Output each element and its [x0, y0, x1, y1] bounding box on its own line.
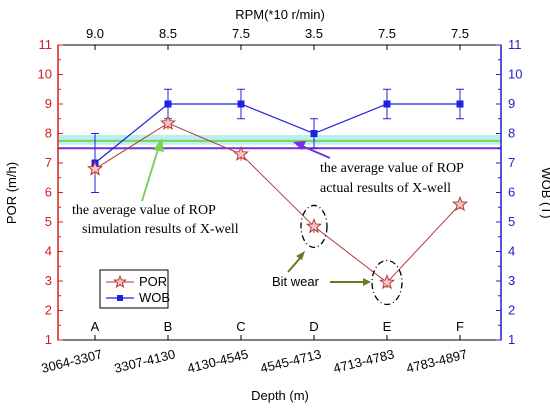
right-tick-label: 3: [508, 273, 515, 288]
wob-point: [456, 100, 464, 108]
top-tick-label: 7.5: [378, 26, 396, 41]
simulation-annotation-line2: simulation results of X-well: [82, 222, 239, 237]
legend-por-marker: [113, 274, 127, 289]
category-letter: E: [383, 319, 392, 334]
x-axis-title: Depth (m): [251, 388, 309, 403]
bottom-tick-label: 4545-4713: [259, 346, 323, 376]
top-tick-label: 7.5: [451, 26, 469, 41]
legend-box: [99, 269, 169, 309]
right-tick-label: 11: [508, 37, 522, 52]
top-tick-label: 7.5: [232, 26, 250, 41]
por-point: [232, 145, 250, 161]
left-tick-label: 4: [45, 244, 52, 259]
bottom-tick-label: 4130-4545: [186, 346, 250, 376]
right-tick-label: 2: [508, 303, 515, 318]
left-tick-label: 6: [45, 185, 52, 200]
actual-annotation-line2: actual results of X-well: [320, 181, 451, 196]
actual-annotation-line1: the average value of ROP: [320, 161, 464, 176]
top-tick-label: 8.5: [159, 26, 177, 41]
left-tick-label: 3: [45, 273, 52, 288]
bit-wear-ellipse-e: [371, 259, 403, 306]
bit-wear-arrow-shaft: [287, 256, 302, 273]
legend-wob-label: WOB: [139, 290, 170, 305]
left-axis-title: POR (m/h): [4, 162, 19, 224]
por-point: [86, 160, 104, 176]
left-tick-label: 5: [45, 214, 52, 229]
wob-point: [237, 100, 245, 108]
actual-arrow-shaft: [301, 145, 331, 159]
actual-arrow-head: [293, 141, 306, 150]
category-letter: D: [309, 319, 318, 334]
annotation-layer: the average value of ROP simulation resul…: [72, 138, 464, 306]
por-point: [159, 114, 177, 130]
left-tick-label: 10: [38, 67, 52, 82]
top-tick-label: 3.5: [305, 26, 323, 41]
left-tick-label: 11: [39, 37, 53, 52]
right-tick-label: 7: [508, 155, 515, 170]
bottom-tick-label: 3307-4130: [113, 346, 177, 376]
legend-wob-marker: [117, 295, 123, 301]
bottom-tick-label: 4783-4897: [405, 346, 469, 376]
right-tick-label: 1: [508, 332, 515, 347]
bottom-tick-label: 4713-4783: [332, 346, 396, 376]
top-tick-label: 9.0: [86, 26, 104, 41]
simulation-arrow-head: [153, 138, 164, 152]
wob-point: [164, 100, 172, 108]
bit-wear-label: Bit wear: [272, 274, 320, 289]
por-point: [378, 274, 396, 290]
left-tick-label: 9: [45, 96, 52, 111]
simulation-annotation-line1: the average value of ROP: [72, 203, 216, 218]
simulation-arrow-shaft: [141, 145, 160, 202]
right-axis-title: WOB (T): [539, 167, 550, 218]
top-axis-title: RPM(*10 r/min): [235, 7, 325, 22]
left-tick-label: 2: [45, 303, 52, 318]
right-tick-label: 10: [508, 67, 522, 82]
legend-por-label: POR: [139, 274, 167, 289]
por-point: [451, 195, 469, 212]
bit-wear-arrow-head: [296, 251, 305, 260]
bit-wear-arrow-head-2: [363, 278, 371, 286]
bit-wear-ellipse-d: [300, 204, 328, 249]
por-line: [94, 122, 461, 284]
left-tick-label: 8: [45, 126, 52, 141]
right-tick-label: 5: [508, 214, 515, 229]
bottom-tick-label: 3064-3307: [40, 346, 104, 376]
category-letter: A: [91, 319, 100, 334]
right-tick-label: 4: [508, 244, 515, 259]
category-letter: B: [164, 319, 173, 334]
right-tick-label: 8: [508, 126, 515, 141]
band-layer: [58, 134, 501, 150]
category-letter: F: [456, 319, 464, 334]
wob-line: [94, 103, 460, 164]
wob-point: [383, 100, 391, 108]
left-tick-label: 1: [45, 332, 52, 347]
series-layer: [86, 88, 469, 290]
wob-point: [310, 130, 318, 137]
right-tick-label: 6: [508, 185, 515, 200]
category-letter: C: [236, 319, 245, 334]
left-tick-label: 7: [45, 155, 52, 170]
right-tick-label: 9: [508, 96, 515, 111]
average-band: [59, 134, 500, 145]
por-point: [305, 218, 323, 234]
